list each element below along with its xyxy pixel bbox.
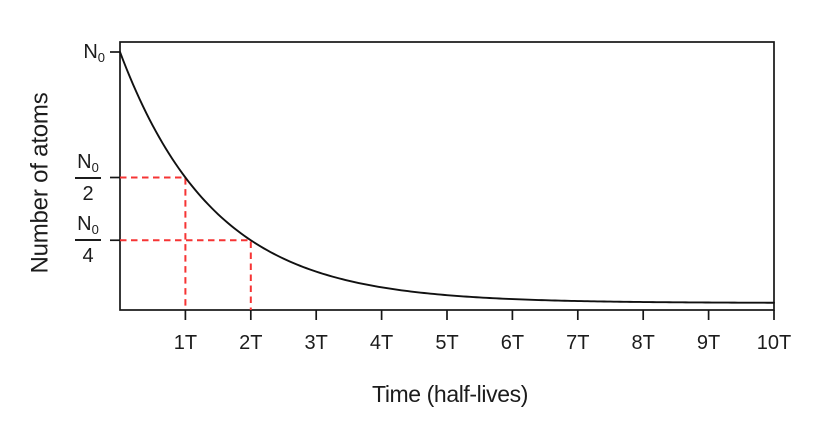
plot-frame [119, 41, 775, 311]
fraction-bar [75, 176, 101, 179]
y-tick-label-n0: N0 [83, 41, 105, 65]
x-tick-label: 8T [631, 332, 655, 354]
x-tick-label: 5T [435, 332, 459, 354]
decay-curve [119, 51, 775, 304]
x-tick-label: 1T [173, 332, 198, 354]
fraction-bar [75, 239, 101, 242]
x-tick-label: 7T [566, 332, 590, 354]
x-tick-label: 4T [369, 332, 394, 354]
half-life-guide [120, 239, 252, 310]
x-axis-title: Time (half-lives) [372, 381, 528, 407]
x-tick-label: 2T [239, 332, 263, 354]
fraction-numerator: N0 [77, 213, 99, 238]
y-axis-title: Number of atoms [26, 92, 54, 274]
fraction-denominator: 4 [82, 245, 94, 268]
half-life-guide [120, 176, 187, 310]
fraction-denominator: 2 [82, 182, 94, 205]
x-tick-label: 10T [756, 332, 792, 354]
x-tick-label: 9T [696, 332, 721, 354]
fraction-numerator: N0 [77, 150, 99, 175]
x-tick-label: 6T [500, 332, 525, 354]
x-tick-label: 3T [304, 332, 328, 354]
